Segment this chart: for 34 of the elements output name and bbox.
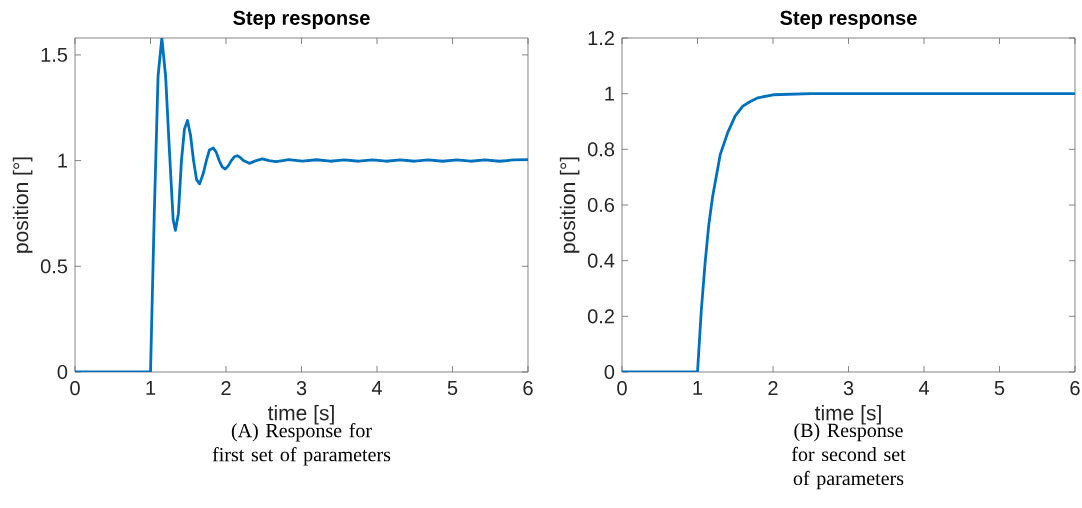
y-tick-label: 1.5 bbox=[41, 47, 68, 62]
y-tick-label: 0.4 bbox=[587, 253, 615, 268]
x-tick-label: 4 bbox=[371, 381, 382, 395]
text: (B) Response for second set of parameters bbox=[791, 423, 906, 490]
y-axis-title: position [°] bbox=[559, 157, 580, 253]
x-tick-label: 5 bbox=[994, 381, 1005, 395]
y-tick-label: 0.6 bbox=[587, 197, 615, 213]
x-tick-label: 3 bbox=[296, 381, 307, 396]
x-tick-label: 0 bbox=[70, 381, 80, 396]
text: (A) Response for first set of parameters bbox=[212, 423, 391, 466]
y-tick-label: 0.2 bbox=[587, 309, 614, 324]
x-axis-title: time [s] bbox=[267, 404, 334, 425]
x-tick-label: 6 bbox=[1070, 381, 1080, 396]
x-tick-label: 5 bbox=[447, 381, 458, 395]
line-series bbox=[622, 92, 1075, 372]
x-tick-label: 6 bbox=[523, 381, 533, 396]
x-tick-label: 3 bbox=[843, 381, 854, 396]
y-tick-label: 1.2 bbox=[588, 31, 614, 45]
x-tick-label: 2 bbox=[768, 381, 778, 396]
x-tick-label: 4 bbox=[918, 381, 929, 395]
chart-title: Step response bbox=[780, 10, 917, 29]
x-tick-label: 1 bbox=[693, 381, 703, 395]
x-tick-label: 0 bbox=[617, 381, 627, 396]
x-tick-label: 2 bbox=[221, 381, 231, 396]
chart-title: Step response bbox=[233, 10, 370, 29]
line-series bbox=[75, 37, 528, 372]
y-axis-title: position [°] bbox=[12, 157, 33, 253]
y-tick-label: 1 bbox=[605, 86, 614, 101]
y-tick-label: 0 bbox=[604, 364, 615, 380]
y-tick-label: 1 bbox=[58, 153, 67, 168]
x-tick-label: 1 bbox=[146, 381, 156, 395]
y-tick-label: 0 bbox=[57, 364, 68, 380]
y-tick-label: 0.8 bbox=[587, 142, 615, 157]
y-tick-label: 0.5 bbox=[40, 259, 68, 274]
